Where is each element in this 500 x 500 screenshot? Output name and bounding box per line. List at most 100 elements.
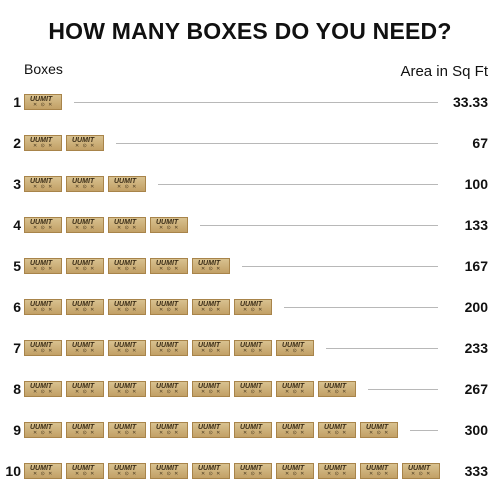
box-logo: UUMIT — [324, 465, 347, 472]
box-marks: ✕ ⊙ ✕ — [33, 225, 54, 231]
box-logo: UUMIT — [198, 424, 221, 431]
box-row: 3 UUMIT ✕ ⊙ ✕ UUMIT ✕ ⊙ ✕ UUMIT ✕ ⊙ ✕ 100 — [0, 175, 500, 193]
box-logo: UUMIT — [30, 465, 53, 472]
box-marks: ✕ ⊙ ✕ — [117, 184, 138, 190]
box-row: 2 UUMIT ✕ ⊙ ✕ UUMIT ✕ ⊙ ✕ 67 — [0, 134, 500, 152]
leader-line — [200, 225, 438, 226]
box-icon: UUMIT ✕ ⊙ ✕ — [66, 422, 104, 438]
box-logo: UUMIT — [366, 424, 389, 431]
box-marks: ✕ ⊙ ✕ — [75, 430, 96, 436]
area-value: 100 — [464, 176, 488, 192]
box-icon: UUMIT ✕ ⊙ ✕ — [192, 463, 230, 479]
box-marks: ✕ ⊙ ✕ — [201, 266, 222, 272]
box-icon: UUMIT ✕ ⊙ ✕ — [192, 381, 230, 397]
box-marks: ✕ ⊙ ✕ — [285, 389, 306, 395]
area-value: 200 — [464, 299, 488, 315]
box-icon: UUMIT ✕ ⊙ ✕ — [192, 258, 230, 274]
leader-line — [158, 184, 438, 185]
box-logo: UUMIT — [30, 137, 53, 144]
box-marks: ✕ ⊙ ✕ — [369, 471, 390, 477]
box-icon: UUMIT ✕ ⊙ ✕ — [108, 422, 146, 438]
row-number: 2 — [13, 135, 21, 151]
box-icon: UUMIT ✕ ⊙ ✕ — [276, 340, 314, 356]
area-value: 300 — [464, 422, 488, 438]
box-logo: UUMIT — [72, 301, 95, 308]
box-icon: UUMIT ✕ ⊙ ✕ — [66, 299, 104, 315]
box-logo: UUMIT — [282, 383, 305, 390]
box-logo: UUMIT — [198, 301, 221, 308]
box-icon: UUMIT ✕ ⊙ ✕ — [234, 299, 272, 315]
box-row: 4 UUMIT ✕ ⊙ ✕ UUMIT ✕ ⊙ ✕ UUMIT ✕ ⊙ ✕ UUMIT ✕ ⊙ … — [0, 216, 500, 234]
box-icon: UUMIT ✕ ⊙ ✕ — [66, 258, 104, 274]
area-value: 233 — [464, 340, 488, 356]
box-marks: ✕ ⊙ ✕ — [243, 471, 264, 477]
box-icon: UUMIT ✕ ⊙ ✕ — [150, 381, 188, 397]
box-logo: UUMIT — [114, 178, 137, 185]
box-icon: UUMIT ✕ ⊙ ✕ — [24, 422, 62, 438]
box-icon: UUMIT ✕ ⊙ ✕ — [234, 463, 272, 479]
leader-line — [284, 307, 438, 308]
box-icon: UUMIT ✕ ⊙ ✕ — [24, 258, 62, 274]
leader-line — [242, 266, 438, 267]
box-icon: UUMIT ✕ ⊙ ✕ — [234, 381, 272, 397]
box-logo: UUMIT — [30, 96, 53, 103]
box-icon: UUMIT ✕ ⊙ ✕ — [108, 217, 146, 233]
box-marks: ✕ ⊙ ✕ — [327, 389, 348, 395]
area-value: 333 — [464, 463, 488, 479]
box-marks: ✕ ⊙ ✕ — [33, 143, 54, 149]
box-logo: UUMIT — [30, 424, 53, 431]
box-logo: UUMIT — [198, 342, 221, 349]
box-icon: UUMIT ✕ ⊙ ✕ — [150, 299, 188, 315]
box-icon: UUMIT ✕ ⊙ ✕ — [360, 463, 398, 479]
box-marks: ✕ ⊙ ✕ — [327, 471, 348, 477]
box-icon: UUMIT ✕ ⊙ ✕ — [108, 299, 146, 315]
box-logo: UUMIT — [156, 219, 179, 226]
area-value: 267 — [464, 381, 488, 397]
box-icon: UUMIT ✕ ⊙ ✕ — [276, 463, 314, 479]
box-marks: ✕ ⊙ ✕ — [33, 102, 54, 108]
leader-line — [116, 143, 438, 144]
box-logo: UUMIT — [114, 465, 137, 472]
box-logo: UUMIT — [282, 342, 305, 349]
leader-line — [410, 430, 438, 431]
box-marks: ✕ ⊙ ✕ — [243, 348, 264, 354]
box-marks: ✕ ⊙ ✕ — [159, 430, 180, 436]
box-marks: ✕ ⊙ ✕ — [75, 348, 96, 354]
box-icon: UUMIT ✕ ⊙ ✕ — [24, 135, 62, 151]
leader-line — [74, 102, 438, 103]
box-icon: UUMIT ✕ ⊙ ✕ — [24, 340, 62, 356]
box-icon: UUMIT ✕ ⊙ ✕ — [24, 463, 62, 479]
box-row: 10 UUMIT ✕ ⊙ ✕ UUMIT ✕ ⊙ ✕ UUMIT ✕ ⊙ ✕ UUMIT ✕ ⊙… — [0, 462, 500, 480]
box-logo: UUMIT — [72, 137, 95, 144]
page-title: HOW MANY BOXES DO YOU NEED? — [48, 18, 452, 44]
box-logo: UUMIT — [114, 301, 137, 308]
box-logo: UUMIT — [114, 383, 137, 390]
box-marks: ✕ ⊙ ✕ — [201, 471, 222, 477]
box-logo: UUMIT — [324, 424, 347, 431]
box-icon: UUMIT ✕ ⊙ ✕ — [150, 340, 188, 356]
box-icon: UUMIT ✕ ⊙ ✕ — [108, 176, 146, 192]
row-number: 8 — [13, 381, 21, 397]
box-marks: ✕ ⊙ ✕ — [117, 389, 138, 395]
box-marks: ✕ ⊙ ✕ — [159, 389, 180, 395]
box-marks: ✕ ⊙ ✕ — [117, 430, 138, 436]
box-logo: UUMIT — [366, 465, 389, 472]
box-logo: UUMIT — [282, 424, 305, 431]
box-logo: UUMIT — [156, 301, 179, 308]
box-logo: UUMIT — [114, 342, 137, 349]
box-marks: ✕ ⊙ ✕ — [285, 430, 306, 436]
box-icon: UUMIT ✕ ⊙ ✕ — [66, 176, 104, 192]
area-value: 133 — [464, 217, 488, 233]
box-marks: ✕ ⊙ ✕ — [117, 348, 138, 354]
box-logo: UUMIT — [156, 260, 179, 267]
boxes-column-label: Boxes — [24, 61, 63, 77]
box-icon: UUMIT ✕ ⊙ ✕ — [192, 299, 230, 315]
box-icon: UUMIT ✕ ⊙ ✕ — [150, 258, 188, 274]
box-marks: ✕ ⊙ ✕ — [75, 307, 96, 313]
box-icon: UUMIT ✕ ⊙ ✕ — [108, 381, 146, 397]
area-value: 33.33 — [452, 94, 488, 110]
box-logo: UUMIT — [30, 260, 53, 267]
box-marks: ✕ ⊙ ✕ — [243, 307, 264, 313]
row-number: 6 — [13, 299, 21, 315]
box-logo: UUMIT — [408, 465, 431, 472]
